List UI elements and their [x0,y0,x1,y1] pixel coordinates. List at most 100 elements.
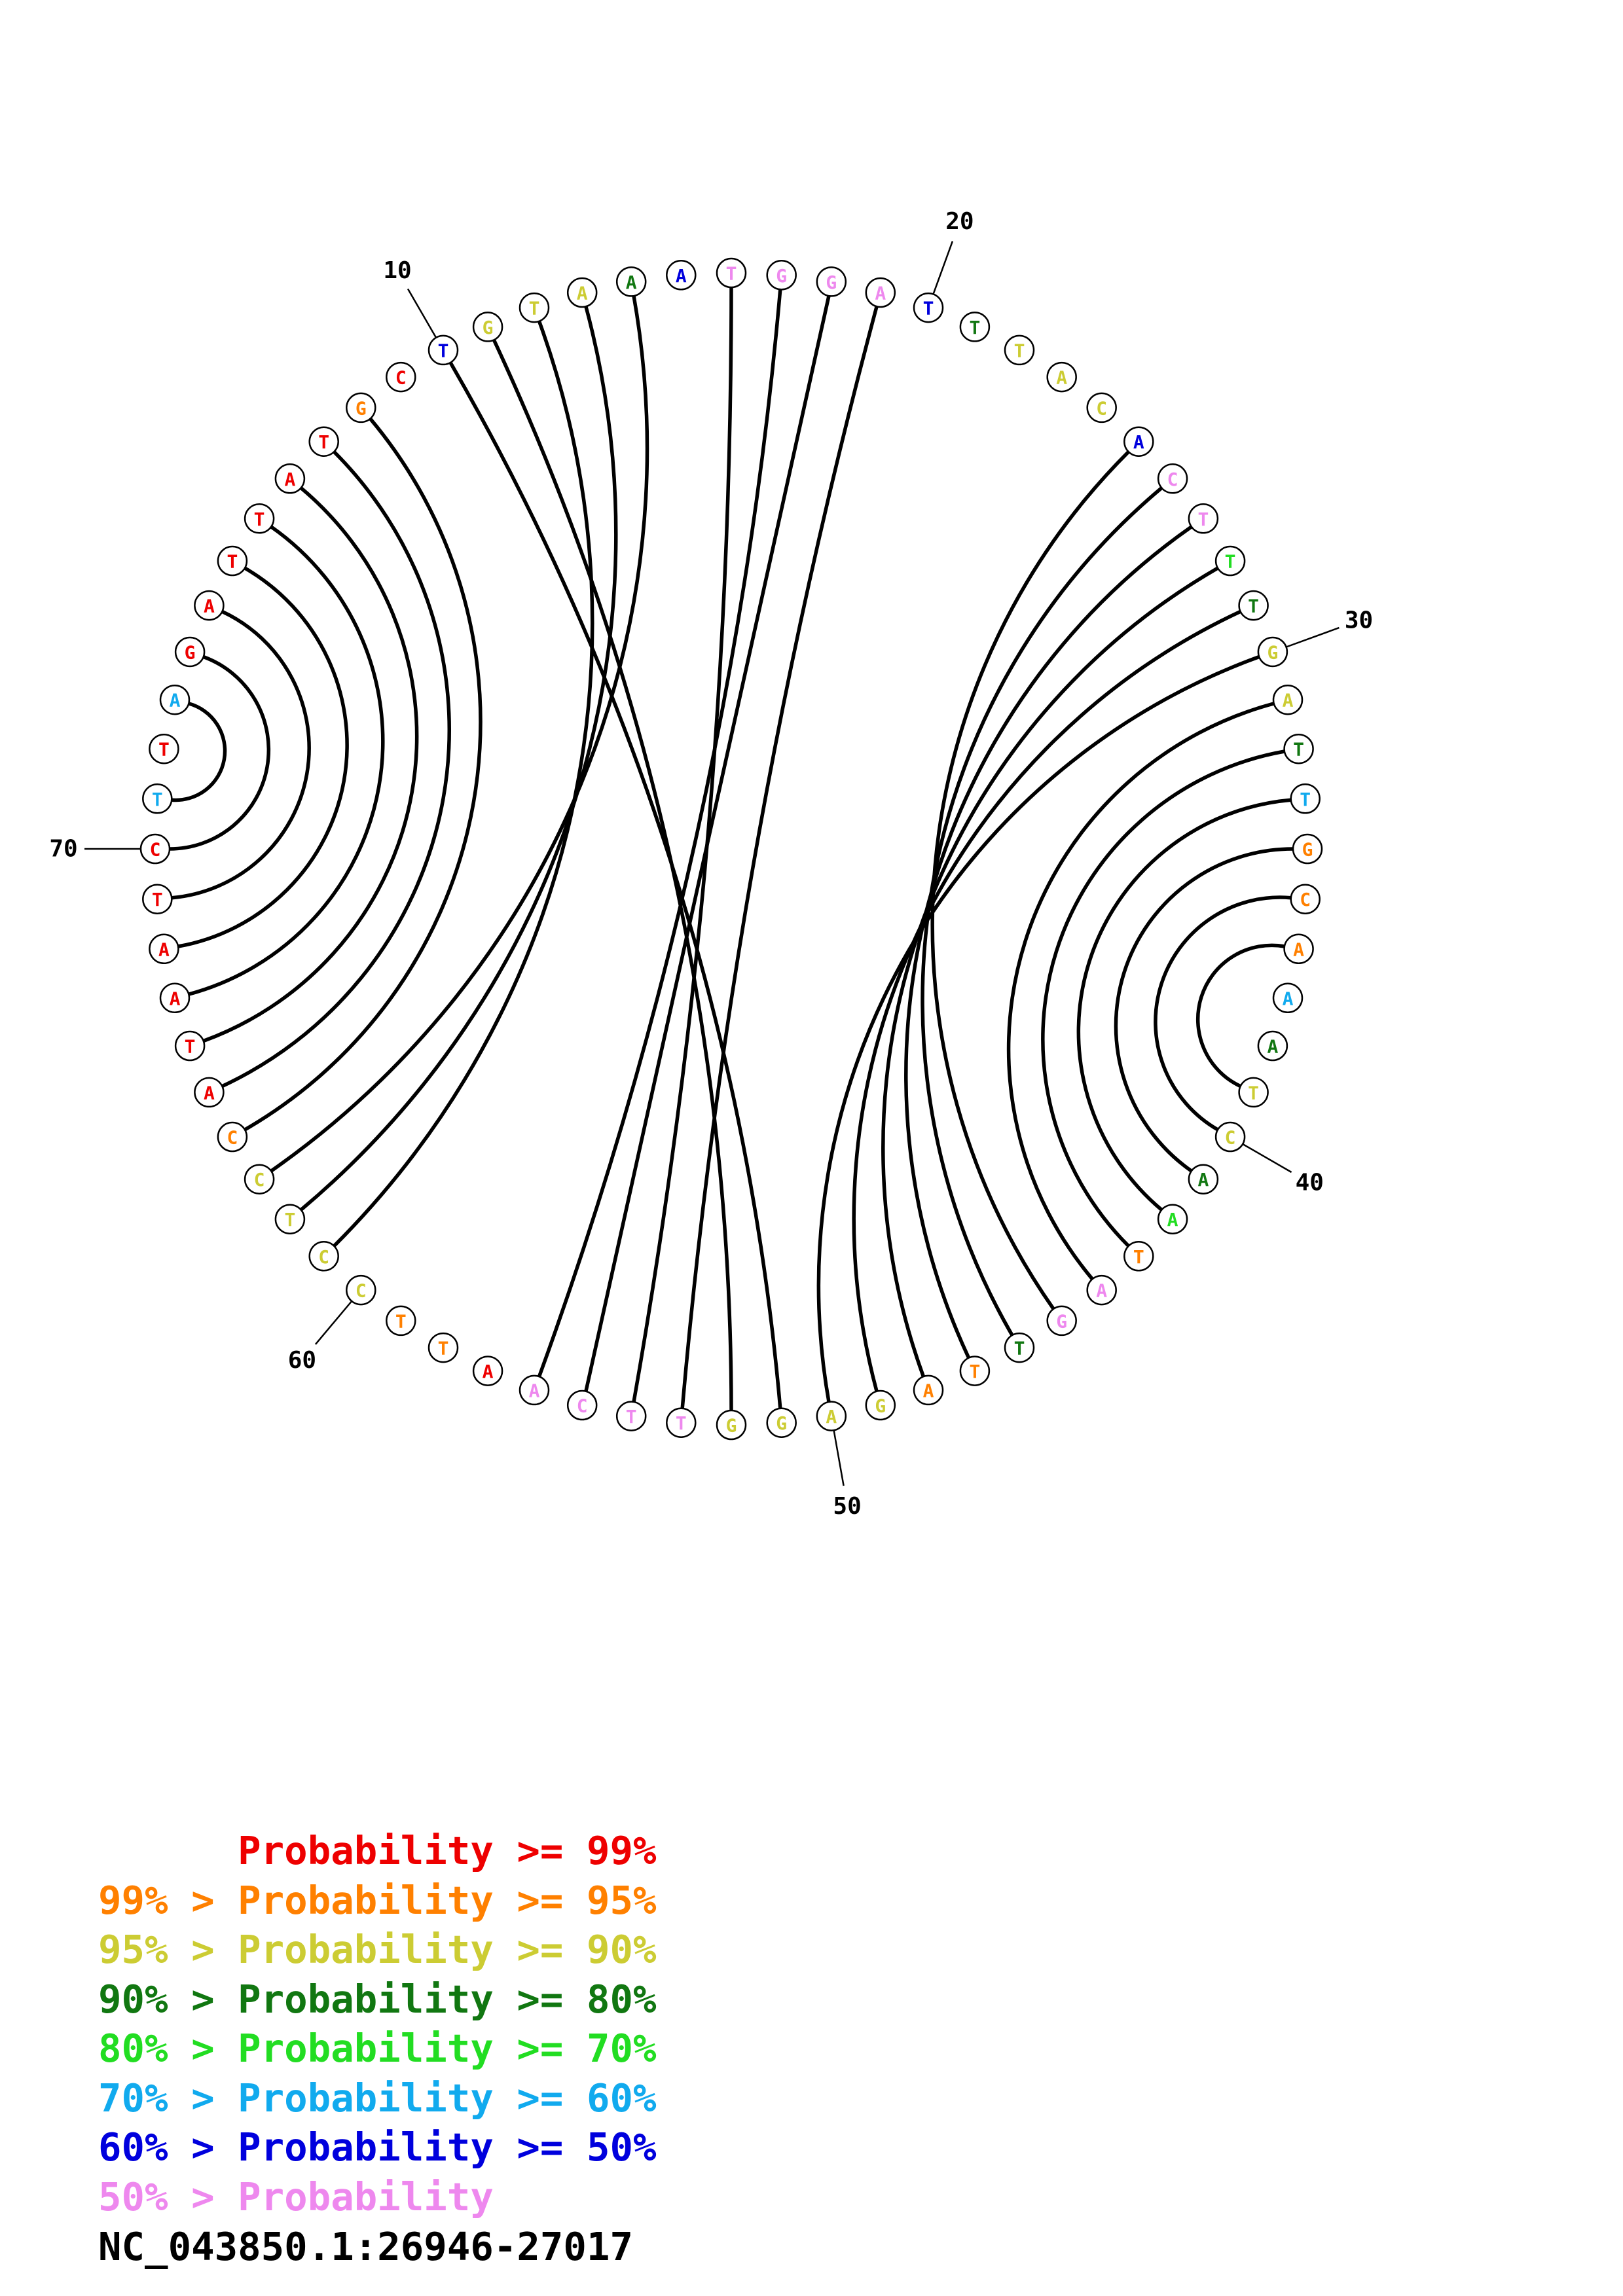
nucleotide-57: A [472,1355,503,1386]
base-pair-arc-14-63 [270,295,649,1173]
nucleotide-circle [666,260,697,291]
nucleotide-circle [274,1204,306,1234]
nucleotide-letter: T [1197,509,1209,530]
nucleotide-12: T [519,292,550,323]
nucleotide-41: A [1188,1164,1219,1194]
nucleotide-circle [716,1409,747,1441]
nucleotide-29: T [1238,590,1269,621]
nucleotide-26: C [1157,463,1188,494]
nucleotide-22: T [1004,334,1035,366]
nucleotide-circle [244,503,275,534]
nucleotide-8: G [346,392,376,423]
nucleotide-71: T [142,783,173,814]
nucleotide-circle [766,1407,797,1438]
nucleotide-circle [1188,1164,1219,1194]
base-pair-arc-7-65 [221,450,451,1088]
nucleotide-circle [615,266,647,297]
base-pair-arc-26-46 [921,486,1163,1336]
tick-50 [833,1430,845,1486]
position-label-70: 70 [49,836,77,863]
tick-20 [932,241,954,295]
nucleotide-letter: C [227,1127,238,1149]
base-pair-arc-34-41 [1114,847,1294,1173]
nucleotide-letter: A [483,1361,494,1382]
nucleotide-letter: C [318,1246,329,1268]
nucleotide-circle [1004,334,1035,366]
nucleotide-letter: T [152,889,163,910]
position-label-20: 20 [945,208,974,235]
nucleotide-circle [1046,361,1077,393]
nucleotide-circle [346,392,376,423]
nucleotide-letter: G [1056,1310,1067,1332]
nucleotide-letter: A [1056,367,1067,389]
nucleotide-letter: A [875,283,886,304]
nucleotide-38: A [1257,1030,1288,1062]
nucleotide-66: T [174,1030,206,1062]
nucleotide-circle [142,884,173,914]
nucleotide-letter: C [150,839,161,861]
nucleotide-letter: A [1293,939,1304,960]
legend-row-8: 50% > Probability [98,2174,494,2219]
nucleotide-49: G [865,1390,896,1421]
base-pair-arc-32-43 [1041,749,1285,1247]
nucleotide-letter: T [529,298,540,319]
base-pair-arc-17-56 [537,289,782,1378]
nucleotide-circle [1157,463,1188,494]
nucleotide-letter: T [152,789,163,810]
nucleotide-circle [386,361,416,393]
position-label-10: 10 [383,257,411,284]
nucleotide-circle [159,684,191,715]
nucleotide-circle [1188,503,1219,534]
nucleotide-letter: A [1167,1209,1178,1230]
nucleotide-69: T [142,884,173,914]
nucleotide-circle [865,277,896,308]
base-pair-arc-29-49 [852,609,1241,1392]
nucleotide-letter: T [1300,789,1311,810]
nucleotide-23: A [1046,361,1077,393]
nucleotide-letter: G [185,642,196,664]
nucleotide-50: A [816,1401,847,1431]
nucleotide-58: T [428,1332,459,1363]
nucleotide-4: T [217,545,248,577]
nucleotide-circle [1086,392,1117,423]
nucleotide-51: G [766,1407,797,1438]
nucleotide-circle [1086,1274,1117,1306]
nucleotide-letter: A [170,690,181,711]
nucleotide-circle [159,982,191,1014]
nucleotide-letter: A [577,283,588,304]
nucleotide-letter: C [1225,1127,1236,1149]
nucleotide-27: T [1188,503,1219,534]
nucleotide-circle [566,277,598,308]
nucleotide-letter: C [1096,397,1107,419]
nucleotide-16: T [716,257,747,289]
base-pair-arc-18-55 [584,295,831,1392]
nucleotide-circle [1046,1305,1077,1336]
nucleotide-letter: T [227,551,238,573]
nucleotide-letter: A [204,1082,215,1103]
nucleotide-letter: G [726,1415,737,1437]
nucleotide-letter: T [626,1406,637,1427]
nucleotide-letter: T [1248,596,1259,617]
base-pair-arc-11-52 [492,339,733,1411]
nucleotide-68: A [149,933,179,965]
nucleotide-letter: T [395,1310,407,1332]
nucleotide-circle [139,833,171,865]
position-label-40: 40 [1296,1170,1324,1196]
nucleotide-20: T [913,292,944,323]
nucleotide-circle [194,590,225,621]
nucleotide-letter: T [676,1412,687,1434]
nucleotide-11: G [472,312,503,342]
nucleotide-35: C [1290,884,1321,914]
nucleotide-32: T [1283,733,1314,764]
nucleotide-33: T [1290,783,1321,814]
nucleotide-letter: C [1167,469,1178,490]
nucleotide-letter: A [826,1406,837,1427]
nucleotide-letter: C [1300,889,1311,910]
nucleotide-circle [1123,426,1154,457]
nucleotide-circle [174,636,206,668]
nucleotide-14: A [615,266,647,297]
nucleotide-circle [274,463,306,494]
nucleotide-circle [149,933,179,965]
nucleotide-letter: A [1197,1169,1209,1191]
